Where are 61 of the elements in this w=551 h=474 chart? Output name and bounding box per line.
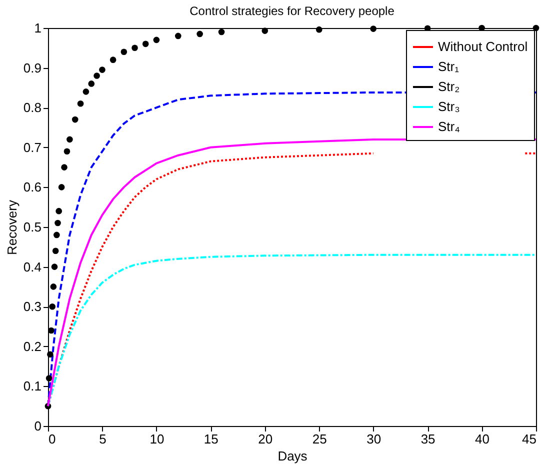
y-tick-label: 0.1 <box>23 378 42 394</box>
point <box>262 28 268 34</box>
point <box>316 26 322 33</box>
x-axis-title: Days <box>278 448 308 464</box>
x-tick-label: 15 <box>204 432 218 446</box>
point <box>218 28 225 36</box>
y-tick-label: 1 <box>34 20 42 36</box>
point <box>94 72 100 79</box>
point <box>532 24 540 32</box>
point <box>196 30 203 38</box>
x-tick-label: 0 <box>48 432 56 446</box>
x-tick-label: 35 <box>420 432 436 446</box>
point <box>132 44 138 52</box>
point <box>54 232 60 238</box>
point <box>99 66 106 73</box>
chart-title: Control strategies for Recovery people <box>190 4 395 18</box>
point <box>153 36 160 44</box>
point <box>66 136 73 143</box>
legend-label: Str₂ <box>438 79 460 94</box>
point <box>46 375 52 382</box>
point <box>58 184 65 190</box>
y-tick-label: 0.5 <box>23 220 42 234</box>
point <box>77 100 84 107</box>
x-tick-label: 5 <box>99 432 106 446</box>
point <box>64 148 70 155</box>
point <box>142 40 149 48</box>
y-tick-label: 0.4 <box>23 259 42 274</box>
legend-label: Str₄ <box>438 119 460 134</box>
x-tick-label: 20 <box>258 432 273 446</box>
point <box>174 32 182 40</box>
y-tick-label: 0.6 <box>23 180 42 195</box>
point <box>54 220 61 226</box>
point <box>51 264 58 270</box>
point <box>48 327 54 334</box>
x-tick-label: 40 <box>475 432 490 446</box>
x-tick-label: 10 <box>150 432 164 446</box>
legend-label: Str₃ <box>438 99 460 114</box>
y-tick-label: 0.9 <box>23 60 42 76</box>
point <box>47 351 54 358</box>
x-tick-label: 30 <box>366 432 382 446</box>
point <box>61 164 68 170</box>
y-axis-title: Recovery <box>4 200 20 255</box>
point <box>120 48 128 56</box>
legend-label: Str₁ <box>438 59 460 74</box>
point <box>82 88 90 95</box>
point <box>50 284 57 290</box>
point <box>88 80 95 87</box>
y-tick-label: 0.3 <box>23 299 42 314</box>
y-tick-label: 0.7 <box>23 140 42 155</box>
x-tick-label: 45 <box>522 432 536 446</box>
point <box>56 208 62 214</box>
y-tick-label: 0 <box>34 418 42 434</box>
x-tick-label: 25 <box>312 432 327 446</box>
legend-label: Without Control <box>438 39 528 54</box>
y-tick-label: 0.8 <box>23 100 42 116</box>
point <box>110 56 116 63</box>
point <box>52 248 59 254</box>
point <box>370 26 376 32</box>
y-tick-label: 0.2 <box>23 338 42 354</box>
point <box>72 116 78 123</box>
point <box>49 303 56 310</box>
